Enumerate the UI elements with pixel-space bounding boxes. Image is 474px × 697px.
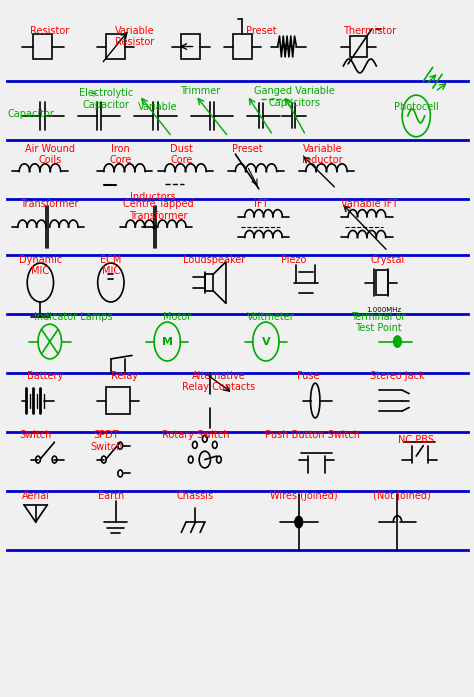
Text: Voltmeter: Voltmeter xyxy=(246,312,294,322)
Text: IFT: IFT xyxy=(254,199,268,209)
Text: Motor: Motor xyxy=(163,312,191,322)
Text: Alternative
Relay Contacts: Alternative Relay Contacts xyxy=(182,371,255,392)
Circle shape xyxy=(202,436,207,442)
Text: Relay: Relay xyxy=(111,371,138,381)
Text: Variable
Inductor: Variable Inductor xyxy=(302,144,343,165)
Text: Wires (Joined): Wires (Joined) xyxy=(270,491,337,501)
Text: Switch: Switch xyxy=(19,431,52,441)
Text: Transformer: Transformer xyxy=(20,199,79,209)
Text: Aerial: Aerial xyxy=(22,491,50,501)
Text: Indicator Lamps: Indicator Lamps xyxy=(34,312,112,322)
Bar xyxy=(106,34,125,59)
Text: Iron
Core: Iron Core xyxy=(109,144,131,165)
Text: Piezo: Piezo xyxy=(282,255,307,265)
Text: Inductors: Inductors xyxy=(130,192,176,202)
Circle shape xyxy=(212,441,217,448)
Bar xyxy=(205,274,213,291)
Text: ECM
MIC: ECM MIC xyxy=(100,255,121,277)
Circle shape xyxy=(188,456,193,463)
Bar xyxy=(233,34,252,59)
Text: Air Wound
Coils: Air Wound Coils xyxy=(25,144,75,165)
Text: Dust
Core: Dust Core xyxy=(170,144,193,165)
Text: Trimmer: Trimmer xyxy=(180,86,220,96)
Text: Electrolytic
Capacitor: Electrolytic Capacitor xyxy=(79,88,133,109)
Text: (Not Joined): (Not Joined) xyxy=(373,491,431,501)
Circle shape xyxy=(217,456,221,463)
Text: Centre Tapped
Transformer: Centre Tapped Transformer xyxy=(122,199,193,221)
Text: Photocell: Photocell xyxy=(394,102,438,112)
Text: Earth: Earth xyxy=(98,491,124,501)
Text: Push Button Switch: Push Button Switch xyxy=(265,431,360,441)
Text: Fuse: Fuse xyxy=(297,371,319,381)
Text: Battery: Battery xyxy=(27,371,63,381)
Bar xyxy=(182,34,200,59)
Circle shape xyxy=(192,441,197,448)
Circle shape xyxy=(118,442,123,449)
Text: NC PBS: NC PBS xyxy=(398,436,434,445)
Text: Crystal: Crystal xyxy=(371,255,405,265)
Circle shape xyxy=(52,456,57,463)
Text: Variable: Variable xyxy=(138,102,178,112)
Text: Thermistor: Thermistor xyxy=(343,26,396,36)
Text: Stereo Jack: Stereo Jack xyxy=(370,371,425,381)
Circle shape xyxy=(118,470,123,477)
Bar xyxy=(376,270,388,295)
Text: V: V xyxy=(262,337,270,346)
Circle shape xyxy=(36,456,40,463)
Circle shape xyxy=(295,516,302,528)
Text: Variable IFT: Variable IFT xyxy=(341,199,398,209)
Text: Resistor: Resistor xyxy=(30,26,69,36)
Text: SPDT
Switch: SPDT Switch xyxy=(90,431,122,452)
Text: Ganged Variable
Capacitors: Ganged Variable Capacitors xyxy=(254,86,335,107)
Bar xyxy=(350,36,367,57)
Circle shape xyxy=(101,456,106,463)
Text: Rotary Switch: Rotary Switch xyxy=(162,431,229,441)
Text: Chassis: Chassis xyxy=(177,491,214,501)
Bar xyxy=(33,34,52,59)
Bar xyxy=(106,387,129,415)
Text: Loudspeaker: Loudspeaker xyxy=(183,255,246,265)
Text: Variable
Resistor: Variable Resistor xyxy=(115,26,154,47)
Text: Capacitor: Capacitor xyxy=(8,109,55,119)
Text: +: + xyxy=(89,89,97,98)
Text: Dynamic
MIC: Dynamic MIC xyxy=(19,255,62,277)
Text: Preset: Preset xyxy=(232,144,263,154)
Text: Preset: Preset xyxy=(246,26,276,36)
Circle shape xyxy=(394,336,401,347)
Text: 1.000MHz: 1.000MHz xyxy=(366,307,401,313)
Text: M: M xyxy=(162,337,173,346)
Text: Terminal or
Test Point: Terminal or Test Point xyxy=(351,312,406,333)
